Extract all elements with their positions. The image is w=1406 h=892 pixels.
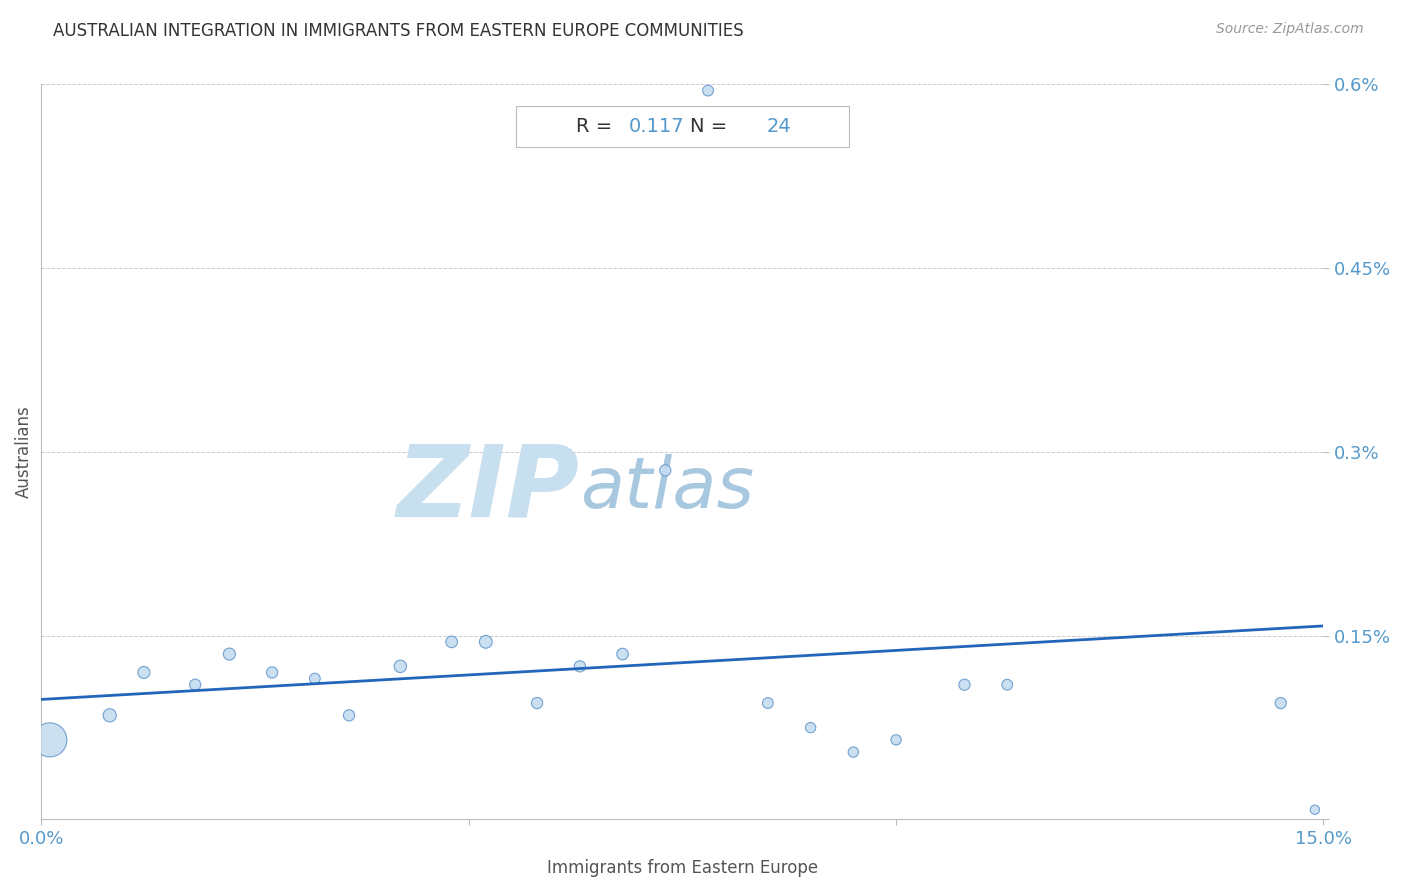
Point	[440, 635, 463, 649]
Text: R =: R =	[576, 117, 619, 136]
Point	[756, 696, 779, 710]
FancyBboxPatch shape	[516, 106, 849, 147]
Point	[1270, 696, 1292, 710]
Point	[132, 665, 155, 680]
Point	[526, 696, 548, 710]
Text: 0.117: 0.117	[628, 117, 685, 136]
Text: N =: N =	[690, 117, 734, 136]
Text: atlas: atlas	[579, 454, 754, 524]
Point	[218, 647, 240, 661]
X-axis label: Immigrants from Eastern Europe: Immigrants from Eastern Europe	[547, 859, 818, 877]
Text: AUSTRALIAN INTEGRATION IN IMMIGRANTS FROM EASTERN EUROPE COMMUNITIES: AUSTRALIAN INTEGRATION IN IMMIGRANTS FRO…	[53, 22, 744, 40]
Y-axis label: Australians: Australians	[15, 406, 32, 499]
Point	[995, 678, 1018, 692]
Point	[697, 84, 720, 98]
Point	[1303, 803, 1326, 817]
Point	[800, 721, 823, 735]
Point	[98, 708, 121, 723]
Point	[568, 659, 591, 673]
Point	[475, 635, 498, 649]
Text: Source: ZipAtlas.com: Source: ZipAtlas.com	[1216, 22, 1364, 37]
Point	[884, 732, 907, 747]
Text: ZIP: ZIP	[396, 441, 579, 537]
Point	[654, 463, 676, 477]
Point	[953, 678, 976, 692]
Point	[304, 672, 326, 686]
Point	[389, 659, 412, 673]
Text: 24: 24	[766, 117, 792, 136]
Point	[262, 665, 284, 680]
Point	[842, 745, 865, 759]
Point	[184, 678, 207, 692]
Point	[612, 647, 634, 661]
Point	[38, 732, 60, 747]
Point	[337, 708, 360, 723]
